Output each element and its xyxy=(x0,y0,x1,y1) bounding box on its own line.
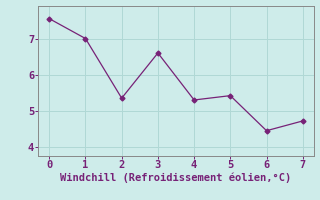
X-axis label: Windchill (Refroidissement éolien,°C): Windchill (Refroidissement éolien,°C) xyxy=(60,173,292,183)
